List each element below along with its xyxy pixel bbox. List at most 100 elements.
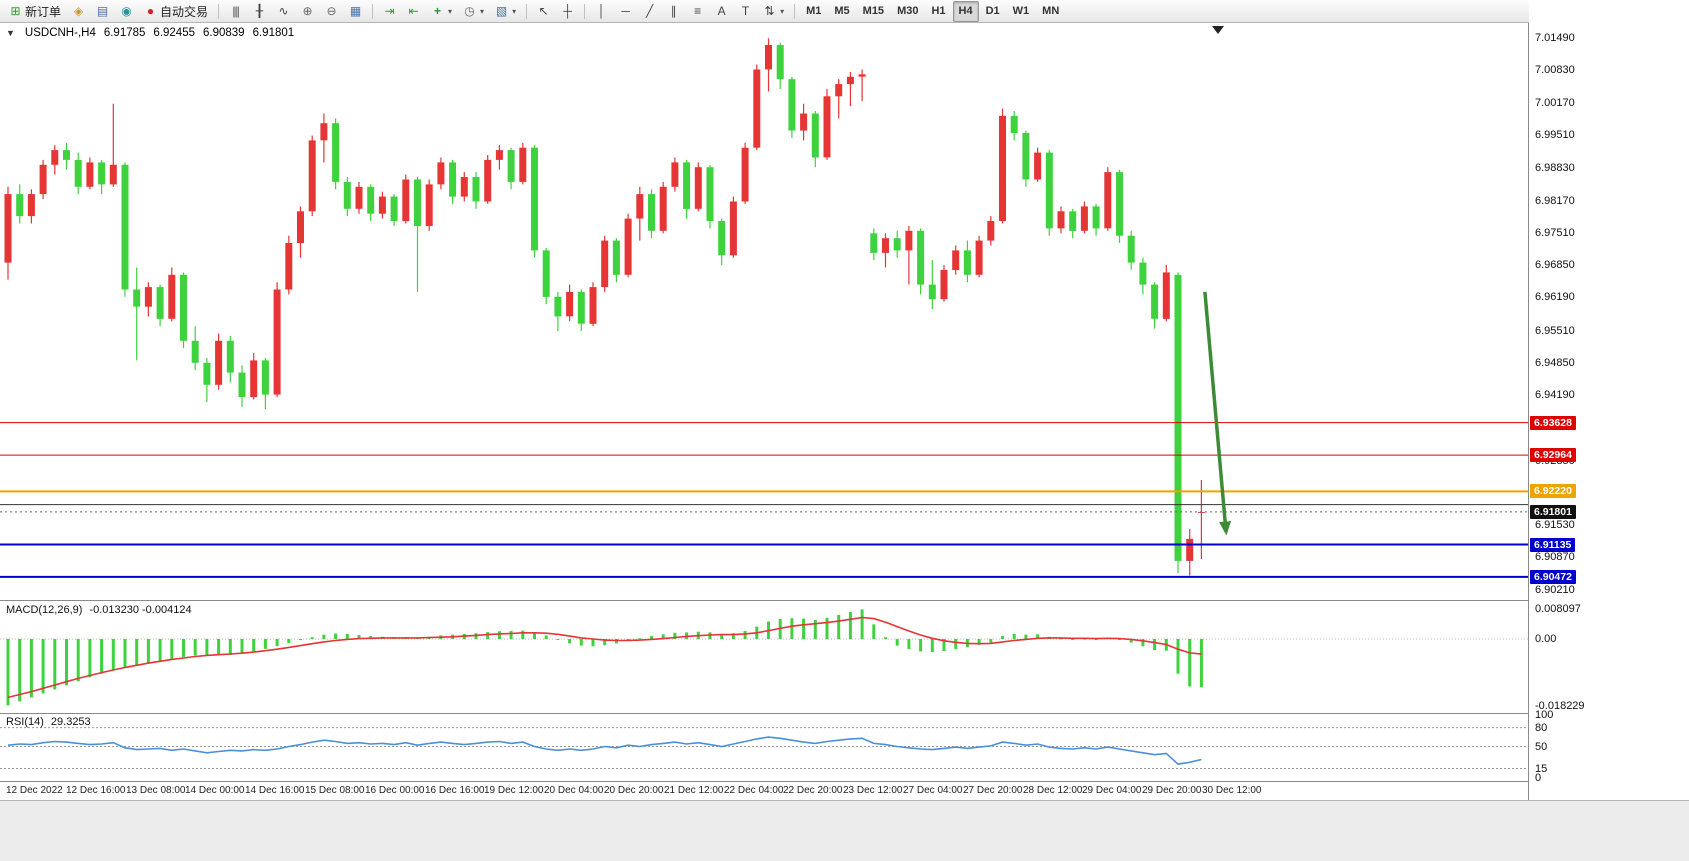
- new-order-button[interactable]: ⊞ 新订单: [4, 1, 66, 22]
- axis-border: [1528, 23, 1529, 800]
- candlestick-icon: ╂: [255, 4, 264, 18]
- candle: [285, 235, 293, 295]
- periods-button[interactable]: ◷ ▾: [458, 1, 489, 22]
- time-axis-label: 21 Dec 12:00: [664, 785, 724, 796]
- toolbar: ⊞ 新订单 ◈ ▤ ◉ ● 自动交易 ||| ╂ ∿ ⊕ ⊖ ▦ ⇥ ⇤ + ▾ …: [0, 0, 1689, 23]
- candle: [823, 89, 831, 160]
- arrows-button[interactable]: ⇅ ▾: [758, 1, 789, 22]
- crosshair-button[interactable]: ┼: [556, 1, 579, 22]
- panel-separator[interactable]: [0, 713, 1529, 714]
- templates-button[interactable]: ▧ ▾: [490, 1, 521, 22]
- price-axis-label: 7.00830: [1535, 64, 1575, 76]
- timeframe-m5-button[interactable]: M5: [834, 5, 850, 17]
- candle: [39, 159, 47, 199]
- macd-panel[interactable]: [0, 601, 1529, 713]
- candle: [191, 326, 199, 371]
- autotrading-button[interactable]: ● 自动交易: [139, 1, 213, 22]
- chart-shift-marker[interactable]: [1212, 26, 1224, 34]
- trend-arrow[interactable]: [1203, 291, 1232, 536]
- time-axis-label: 22 Dec 04:00: [724, 785, 784, 796]
- indicators-button[interactable]: + ▾: [426, 1, 457, 22]
- toolbar-separator: [584, 3, 586, 19]
- print-button[interactable]: ▤: [91, 1, 114, 22]
- cursor-button[interactable]: ↖: [532, 1, 555, 22]
- timeframe-m30-button[interactable]: M30: [897, 5, 919, 17]
- price-axis-label: 6.96850: [1535, 259, 1575, 271]
- line-chart-button[interactable]: ∿: [272, 1, 295, 22]
- candle: [320, 113, 328, 163]
- tile-windows-button[interactable]: ▦: [344, 1, 367, 22]
- candle: [180, 272, 187, 349]
- community-button[interactable]: ◉: [115, 1, 138, 22]
- candle: [554, 291, 562, 332]
- price-axis-label: 6.95510: [1535, 325, 1575, 337]
- candle: [729, 196, 737, 258]
- trendline-button[interactable]: ╱: [638, 1, 661, 22]
- candle: [718, 218, 726, 265]
- candle: [4, 186, 12, 280]
- zoom-out-button[interactable]: ⊖: [320, 1, 343, 22]
- candle: [846, 71, 854, 107]
- timeframe-mn-button[interactable]: MN: [1042, 5, 1060, 17]
- candle: [1069, 208, 1077, 239]
- candle: [51, 145, 59, 175]
- bar-chart-icon: |||: [232, 4, 239, 18]
- vertical-line-button[interactable]: │: [590, 1, 613, 22]
- candle: [1022, 130, 1030, 187]
- timeframe-h4-button[interactable]: H4: [952, 0, 979, 22]
- price-chart[interactable]: [0, 23, 1529, 600]
- candle: [601, 235, 609, 292]
- zoom-in-button[interactable]: ⊕: [296, 1, 319, 22]
- rsi-panel[interactable]: [0, 714, 1529, 781]
- rsi-axis-label: 50: [1535, 741, 1548, 753]
- time-axis-label: 12 Dec 2022: [6, 785, 63, 796]
- panel-separator[interactable]: [0, 781, 1529, 782]
- candle: [27, 189, 35, 224]
- candle: [308, 135, 316, 217]
- toolbar-separator: [372, 3, 374, 19]
- candle: [1139, 257, 1147, 295]
- fibonacci-button[interactable]: ≡: [686, 1, 709, 22]
- timeframe-m15-button[interactable]: M15: [862, 5, 885, 17]
- candlestick-chart-button[interactable]: ╂: [248, 1, 271, 22]
- channel-button[interactable]: ∥: [662, 1, 685, 22]
- candle: [636, 186, 644, 241]
- time-axis-label: 14 Dec 16:00: [245, 785, 305, 796]
- candle: [507, 147, 515, 190]
- one-click-trading-toggle[interactable]: ▼: [6, 28, 15, 38]
- macd-signal-line: [7, 616, 1202, 699]
- panel-separator[interactable]: [0, 600, 1529, 601]
- price-axis[interactable]: 7.01490 7.00830 7.00170 6.99510 6.98830 6.981…: [1529, 0, 1689, 800]
- timeframe-h1-button[interactable]: H1: [931, 5, 946, 17]
- rsi-title: RSI(14) 29.3253: [6, 716, 91, 728]
- candle: [98, 159, 106, 195]
- candle: [999, 108, 1006, 224]
- chart-shift-button[interactable]: ⇤: [402, 1, 425, 22]
- candle: [566, 284, 574, 322]
- time-axis-label: 22 Dec 20:00: [783, 785, 843, 796]
- timeframe-d1-button[interactable]: D1: [985, 5, 1000, 17]
- candle: [975, 235, 983, 278]
- timeframe-w1-button[interactable]: W1: [1012, 5, 1030, 17]
- candle: [589, 282, 597, 327]
- horizontal-line-button[interactable]: ─: [614, 1, 637, 22]
- bar-chart-button[interactable]: |||: [224, 1, 247, 22]
- candle: [109, 103, 117, 187]
- candle: [495, 145, 503, 170]
- time-axis-label: 28 Dec 12:00: [1023, 785, 1083, 796]
- text-label-button[interactable]: T: [734, 1, 757, 22]
- time-axis-label: 16 Dec 00:00: [365, 785, 425, 796]
- time-axis[interactable]: 12 Dec 2022 12 Dec 16:00 13 Dec 08:00 14 De…: [0, 782, 1529, 800]
- fibonacci-icon: ≡: [694, 4, 702, 18]
- candle: [917, 228, 925, 295]
- auto-scroll-button[interactable]: ⇥: [378, 1, 401, 22]
- candle: [624, 213, 632, 278]
- text-button[interactable]: A: [710, 1, 733, 22]
- rsi-axis-label: 80: [1535, 722, 1548, 734]
- candle: [203, 358, 211, 402]
- price-axis-label: 6.94190: [1535, 389, 1575, 401]
- candle: [577, 289, 585, 332]
- candle: [63, 142, 70, 170]
- timeframe-m1-button[interactable]: M1: [806, 5, 822, 17]
- navigator-button[interactable]: ◈: [67, 1, 90, 22]
